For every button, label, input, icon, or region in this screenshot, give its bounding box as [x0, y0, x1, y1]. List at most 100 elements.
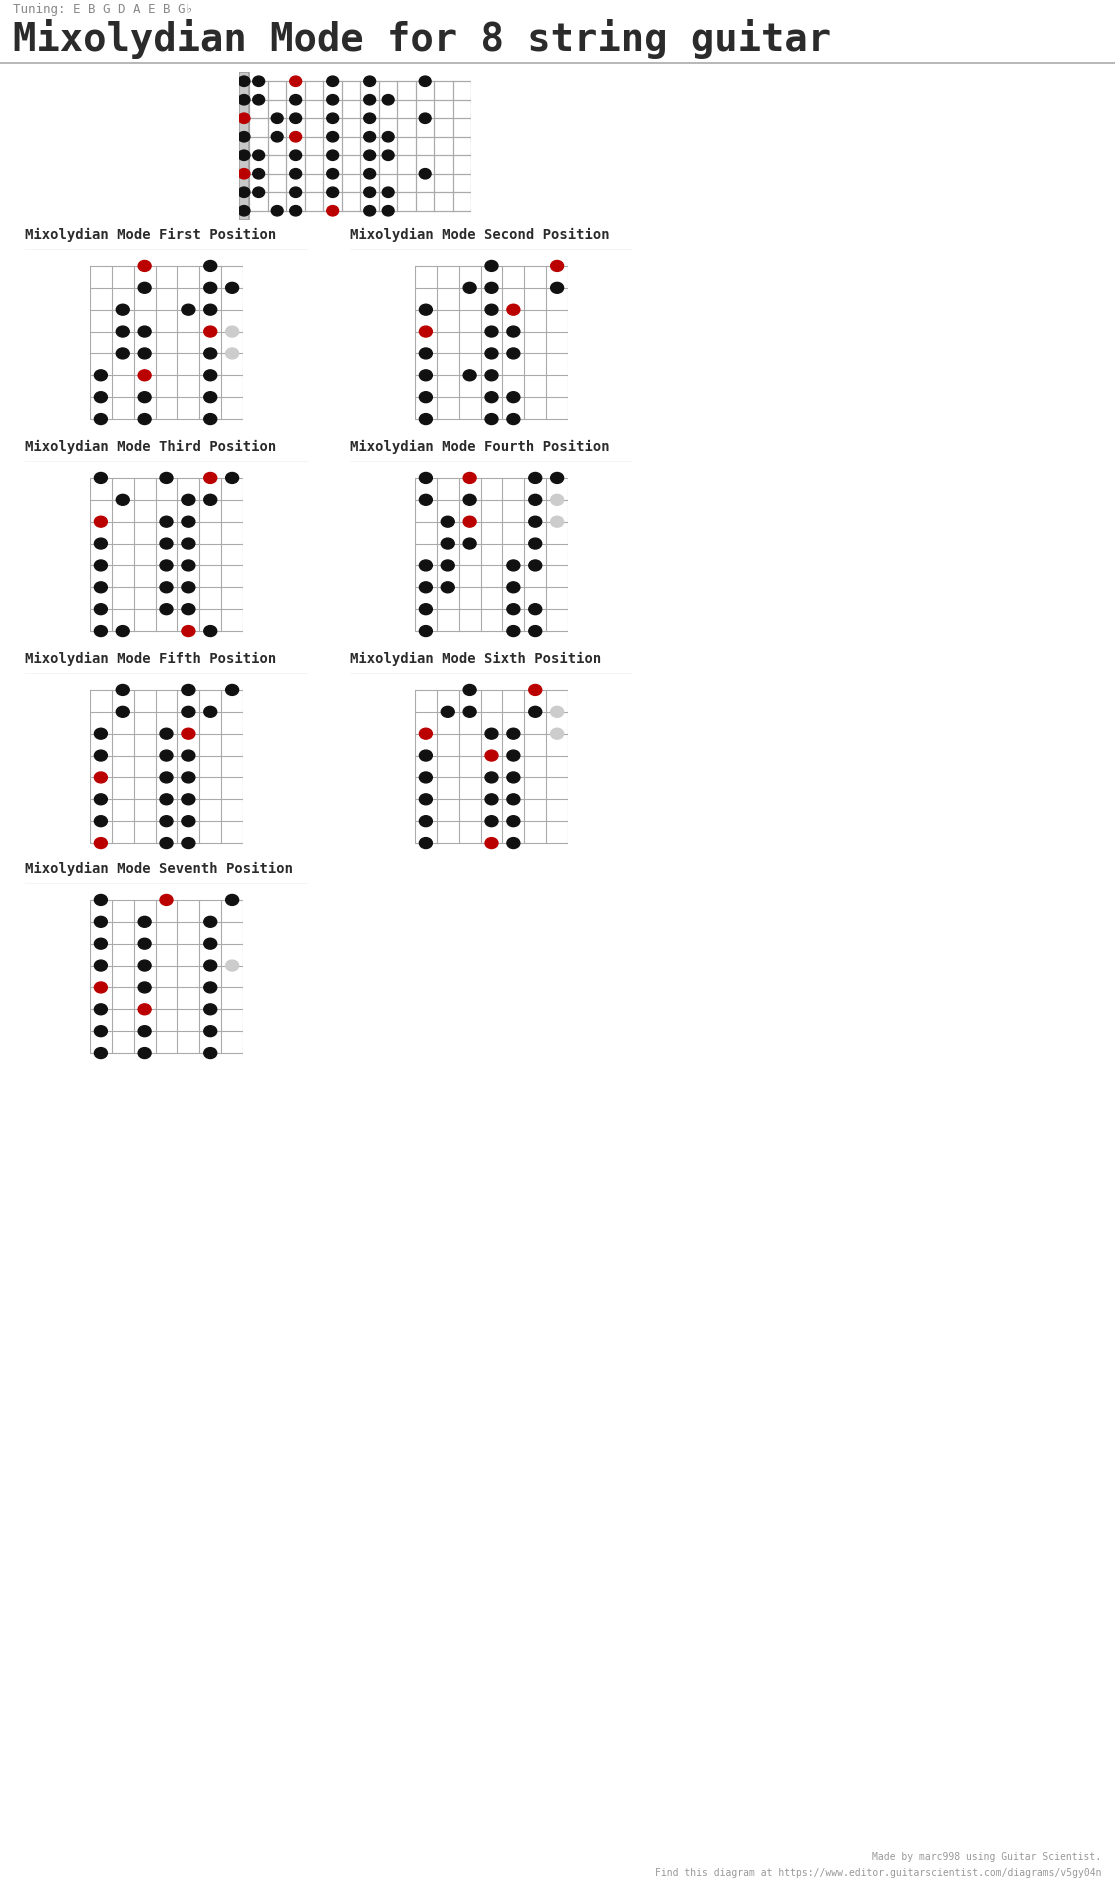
Ellipse shape	[182, 305, 195, 316]
Ellipse shape	[507, 626, 520, 637]
Ellipse shape	[327, 113, 339, 124]
Ellipse shape	[442, 581, 454, 592]
Ellipse shape	[382, 94, 394, 105]
Ellipse shape	[161, 603, 173, 615]
Ellipse shape	[138, 916, 152, 927]
Ellipse shape	[204, 938, 216, 949]
Ellipse shape	[327, 132, 339, 141]
Ellipse shape	[529, 494, 542, 506]
Ellipse shape	[529, 472, 542, 483]
Ellipse shape	[161, 728, 173, 739]
Ellipse shape	[419, 793, 433, 805]
Ellipse shape	[182, 773, 195, 782]
Ellipse shape	[485, 773, 498, 782]
Ellipse shape	[271, 205, 283, 216]
Ellipse shape	[95, 626, 107, 637]
Ellipse shape	[239, 205, 250, 216]
Ellipse shape	[239, 188, 250, 197]
Ellipse shape	[204, 348, 216, 359]
Ellipse shape	[363, 132, 376, 141]
Ellipse shape	[290, 132, 301, 141]
Ellipse shape	[95, 773, 107, 782]
Ellipse shape	[419, 581, 433, 592]
Ellipse shape	[327, 75, 339, 86]
Ellipse shape	[138, 325, 152, 337]
Ellipse shape	[290, 94, 301, 105]
Ellipse shape	[182, 603, 195, 615]
Ellipse shape	[485, 305, 498, 316]
Ellipse shape	[138, 370, 152, 382]
Ellipse shape	[290, 169, 301, 179]
Ellipse shape	[182, 560, 195, 572]
Ellipse shape	[485, 325, 498, 337]
Ellipse shape	[182, 538, 195, 549]
Ellipse shape	[95, 370, 107, 382]
Ellipse shape	[204, 282, 216, 293]
Ellipse shape	[463, 538, 476, 549]
Ellipse shape	[507, 581, 520, 592]
Ellipse shape	[382, 205, 394, 216]
Ellipse shape	[529, 603, 542, 615]
Ellipse shape	[363, 188, 376, 197]
Ellipse shape	[161, 472, 173, 483]
Ellipse shape	[419, 773, 433, 782]
Ellipse shape	[116, 325, 129, 337]
Ellipse shape	[463, 472, 476, 483]
Ellipse shape	[239, 169, 250, 179]
Ellipse shape	[204, 261, 216, 271]
Ellipse shape	[419, 838, 433, 848]
Ellipse shape	[95, 1026, 107, 1036]
Text: Mixolydian Mode Second Position: Mixolydian Mode Second Position	[350, 227, 610, 243]
Ellipse shape	[507, 773, 520, 782]
Text: Mixolydian Mode for 8 string guitar: Mixolydian Mode for 8 string guitar	[13, 19, 832, 58]
Ellipse shape	[116, 305, 129, 316]
Ellipse shape	[95, 981, 107, 993]
Ellipse shape	[507, 560, 520, 572]
Ellipse shape	[419, 750, 433, 761]
Ellipse shape	[507, 603, 520, 615]
Ellipse shape	[225, 684, 239, 696]
Ellipse shape	[204, 1026, 216, 1036]
Ellipse shape	[95, 603, 107, 615]
Ellipse shape	[204, 494, 216, 506]
Ellipse shape	[551, 707, 563, 718]
Ellipse shape	[442, 707, 454, 718]
Ellipse shape	[327, 169, 339, 179]
Text: Mixolydian Mode Seventh Position: Mixolydian Mode Seventh Position	[25, 863, 293, 876]
Ellipse shape	[529, 560, 542, 572]
Ellipse shape	[161, 793, 173, 805]
Ellipse shape	[95, 391, 107, 402]
Ellipse shape	[551, 494, 563, 506]
Text: Find this diagram at https://www.editor.guitarscientist.com/diagrams/v5gy04n: Find this diagram at https://www.editor.…	[656, 1867, 1102, 1878]
Ellipse shape	[204, 1004, 216, 1015]
Ellipse shape	[485, 282, 498, 293]
Ellipse shape	[327, 205, 339, 216]
Ellipse shape	[363, 205, 376, 216]
Ellipse shape	[463, 684, 476, 696]
Ellipse shape	[204, 494, 216, 506]
Ellipse shape	[225, 895, 239, 906]
Ellipse shape	[419, 169, 432, 179]
Ellipse shape	[204, 370, 216, 382]
Ellipse shape	[327, 94, 339, 105]
Ellipse shape	[182, 707, 195, 718]
Ellipse shape	[182, 517, 195, 526]
Ellipse shape	[419, 348, 433, 359]
Ellipse shape	[419, 370, 433, 382]
Ellipse shape	[463, 282, 476, 293]
Ellipse shape	[253, 169, 264, 179]
Ellipse shape	[419, 494, 433, 506]
Ellipse shape	[363, 75, 376, 86]
Ellipse shape	[507, 325, 520, 337]
Text: Mixolydian Mode Sixth Position: Mixolydian Mode Sixth Position	[350, 652, 601, 666]
Ellipse shape	[116, 684, 129, 696]
Ellipse shape	[382, 132, 394, 141]
Ellipse shape	[239, 132, 250, 141]
Ellipse shape	[161, 816, 173, 827]
Ellipse shape	[253, 75, 264, 86]
Ellipse shape	[182, 626, 195, 637]
Ellipse shape	[225, 282, 239, 293]
Ellipse shape	[204, 707, 216, 718]
Ellipse shape	[442, 517, 454, 526]
Ellipse shape	[161, 560, 173, 572]
